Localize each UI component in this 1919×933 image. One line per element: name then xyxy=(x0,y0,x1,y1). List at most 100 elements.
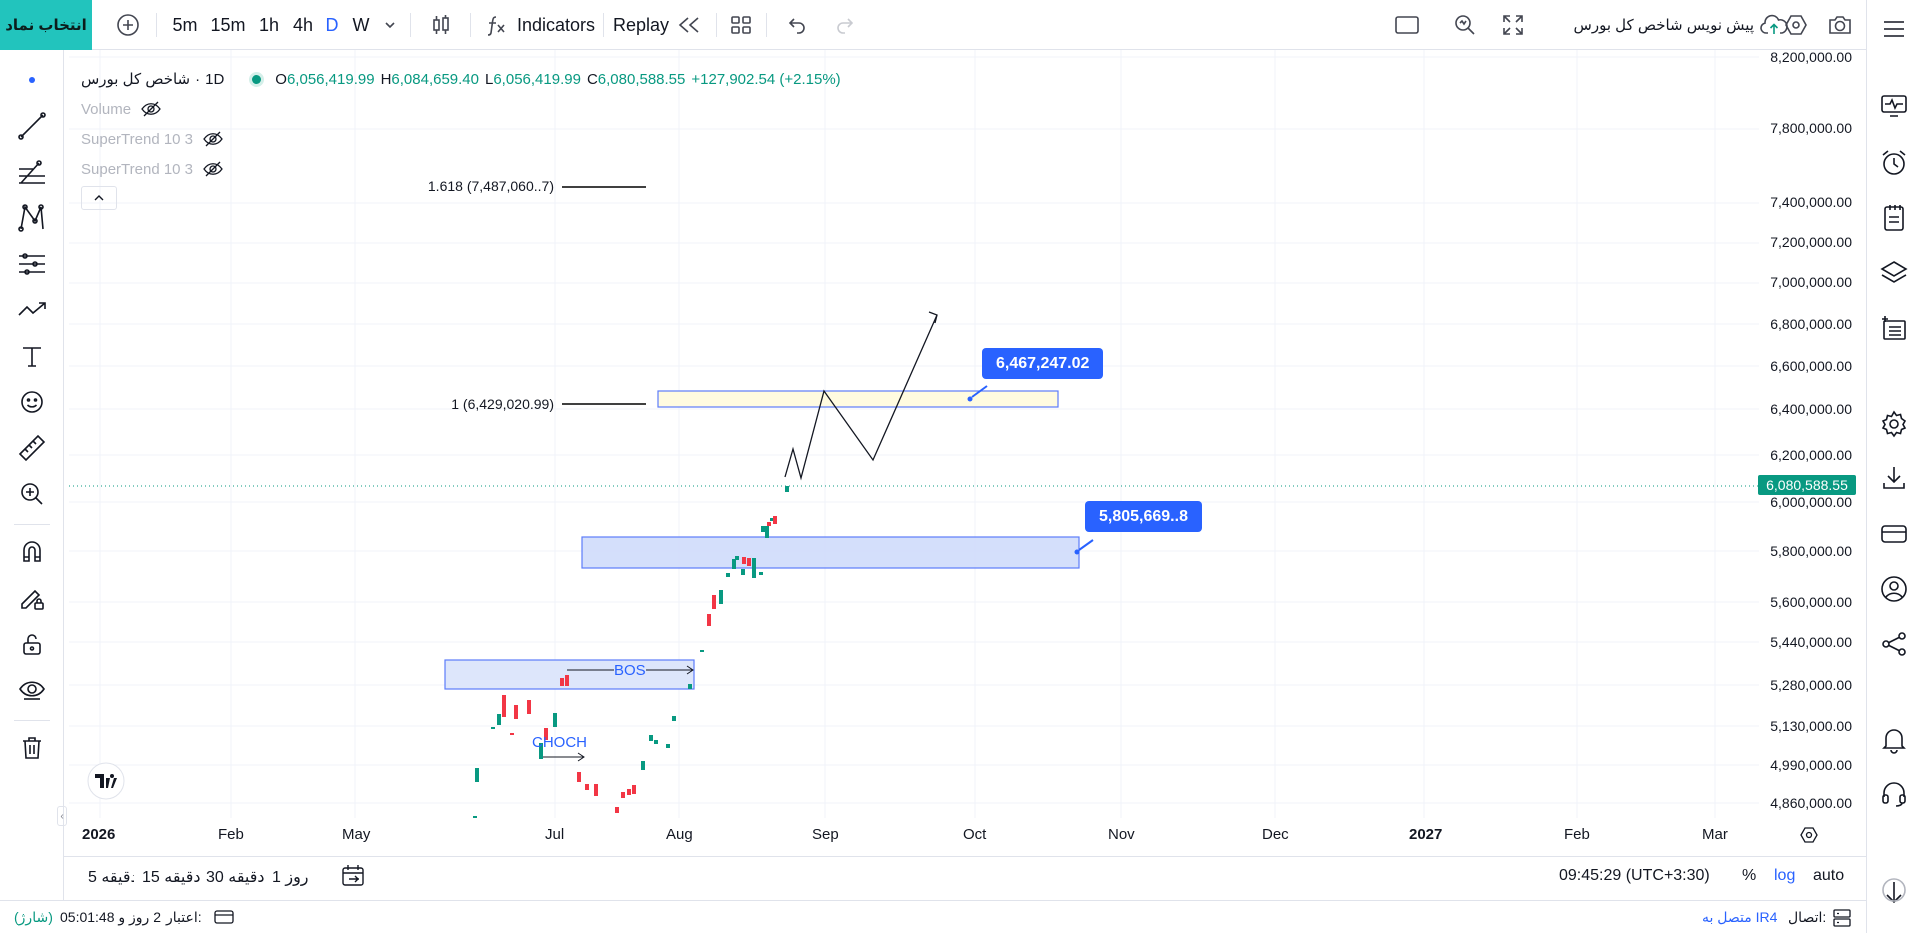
pattern-tool[interactable] xyxy=(14,200,50,236)
draft-title[interactable]: پیش نویس شاخص کل بورس xyxy=(1573,17,1754,34)
text-tool[interactable] xyxy=(14,338,50,374)
scroll-down-button[interactable] xyxy=(1876,876,1912,912)
magnet-tool[interactable] xyxy=(14,534,50,570)
eye-hidden-icon[interactable] xyxy=(203,161,223,177)
indicators-button[interactable]: Indicators xyxy=(516,14,596,35)
bell-icon xyxy=(1882,729,1906,754)
range-5m[interactable]: دقیقه 5 xyxy=(88,869,134,886)
measure-tool[interactable] xyxy=(14,430,50,466)
menu-button[interactable] xyxy=(1876,11,1912,47)
share-icon xyxy=(1882,632,1906,656)
eye-hidden-icon[interactable] xyxy=(141,101,161,117)
indicator-row-volume[interactable]: Volume xyxy=(81,94,841,124)
settings-button[interactable] xyxy=(1876,406,1912,442)
symbol-search-button[interactable]: انتخاب نماد xyxy=(0,0,92,50)
watchlist-button[interactable] xyxy=(1876,88,1912,124)
chevron-up-icon xyxy=(94,195,104,201)
rectangle-icon xyxy=(1395,16,1419,34)
price-tick: 8,200,000.00 xyxy=(1770,49,1852,65)
object-tree-button[interactable] xyxy=(1876,255,1912,291)
percent-toggle[interactable]: % xyxy=(1742,867,1757,884)
quick-search-button[interactable] xyxy=(1450,0,1480,50)
trend-line-tool[interactable] xyxy=(14,108,50,144)
notes-button[interactable] xyxy=(1876,200,1912,236)
layout-button[interactable] xyxy=(726,0,756,50)
replay-rewind-button[interactable] xyxy=(674,0,704,50)
indicator-row-supertrend-1[interactable]: SuperTrend 10 3 xyxy=(81,124,841,154)
projection-tool[interactable] xyxy=(14,292,50,328)
redo-button[interactable] xyxy=(830,0,860,50)
zone-price-callout[interactable]: 5,805,669..8 xyxy=(1085,501,1202,532)
timeframe-dropdown[interactable] xyxy=(380,0,400,50)
text-icon xyxy=(23,347,41,367)
add-symbol-button[interactable] xyxy=(112,0,144,50)
timeframe-15m[interactable]: 15m xyxy=(210,14,246,35)
timeframe-w[interactable]: W xyxy=(352,14,370,35)
credit-icon-wrap[interactable] xyxy=(214,909,234,928)
target-zone[interactable] xyxy=(657,390,1059,408)
alert-settings-button[interactable] xyxy=(1778,0,1814,50)
legend-low: 6,056,419.99 xyxy=(493,70,581,88)
snapshot-button[interactable] xyxy=(1822,0,1858,50)
chart-pane[interactable] xyxy=(69,50,1866,850)
arrow-down-icon xyxy=(1882,878,1906,904)
time-tick: Aug xyxy=(666,826,693,843)
legend-interval[interactable]: 1D xyxy=(205,70,225,88)
share-button[interactable] xyxy=(1876,626,1912,662)
chart-settings-button[interactable] xyxy=(1800,826,1818,849)
alerts-button[interactable] xyxy=(1876,145,1912,181)
indicators-fx-icon-button[interactable] xyxy=(484,0,510,50)
credit-label: اعتبار: xyxy=(166,909,202,925)
stay-drawing-tool[interactable] xyxy=(14,580,50,616)
expand-button[interactable] xyxy=(1498,0,1528,50)
range-1d[interactable]: روز 1 xyxy=(272,869,309,886)
timeframe-d[interactable]: D xyxy=(325,14,339,35)
undo-button[interactable] xyxy=(782,0,812,50)
demand-zone[interactable] xyxy=(581,536,1080,569)
wallet-button[interactable] xyxy=(1876,516,1912,552)
server-icon-wrap[interactable] xyxy=(1832,909,1852,930)
eye-hidden-icon[interactable] xyxy=(203,131,223,147)
auto-toggle[interactable]: auto xyxy=(1813,867,1845,884)
fullscreen-rect-button[interactable] xyxy=(1392,0,1422,50)
timeframe-5m[interactable]: 5m xyxy=(172,14,198,35)
chart-type-button[interactable] xyxy=(426,0,456,50)
fib-1-label: 1 (6,429,020.99) xyxy=(451,396,554,412)
support-button[interactable] xyxy=(1876,776,1912,812)
emoji-tool[interactable] xyxy=(14,384,50,420)
profile-button[interactable] xyxy=(1876,571,1912,607)
log-toggle[interactable]: log xyxy=(1774,867,1796,884)
collapse-left-toolbar-button[interactable]: ‹ xyxy=(57,806,67,826)
legend-high: 6,084,659.40 xyxy=(391,70,479,88)
news-button[interactable] xyxy=(1876,311,1912,347)
forecast-tool[interactable] xyxy=(14,246,50,282)
range-30m[interactable]: دقیقه 30 xyxy=(206,869,265,886)
range-15m[interactable]: دقیقه 15 xyxy=(142,869,201,886)
fib-1618-label: 1.618 (7,487,060..7) xyxy=(427,178,554,194)
clock-timezone[interactable]: 09:45:29 (UTC+3:30) xyxy=(1559,867,1710,884)
bos-zone[interactable] xyxy=(444,659,695,690)
legend-dot-separator: · xyxy=(195,70,201,88)
indicator-row-supertrend-2[interactable]: SuperTrend 10 3 xyxy=(81,154,841,184)
hide-drawings-tool[interactable] xyxy=(14,672,50,708)
target-price-callout[interactable]: 6,467,247.02 xyxy=(982,348,1104,379)
notifications-button[interactable] xyxy=(1876,722,1912,758)
replay-button[interactable]: Replay xyxy=(612,14,670,35)
tradingview-logo-mark xyxy=(93,770,119,792)
price-chart[interactable] xyxy=(69,50,1866,850)
collapse-legend-button[interactable] xyxy=(81,186,117,210)
timeframe-4h[interactable]: 4h xyxy=(292,14,314,35)
chevron-down-icon xyxy=(385,22,395,29)
zoom-tool[interactable] xyxy=(14,476,50,512)
go-to-date-button[interactable] xyxy=(340,863,368,894)
timeframe-1h[interactable]: 1h xyxy=(258,14,280,35)
cursor-tool[interactable] xyxy=(14,62,50,98)
market-status-dot[interactable] xyxy=(252,74,262,84)
lock-drawings-tool[interactable] xyxy=(14,626,50,662)
dot-cursor-icon xyxy=(29,77,35,83)
fib-retracement-tool[interactable] xyxy=(14,154,50,190)
projection-path[interactable] xyxy=(784,314,938,481)
legend-symbol[interactable]: شاخص کل بورس xyxy=(81,71,191,88)
download-button[interactable] xyxy=(1876,460,1912,496)
remove-drawings-tool[interactable] xyxy=(14,730,50,766)
